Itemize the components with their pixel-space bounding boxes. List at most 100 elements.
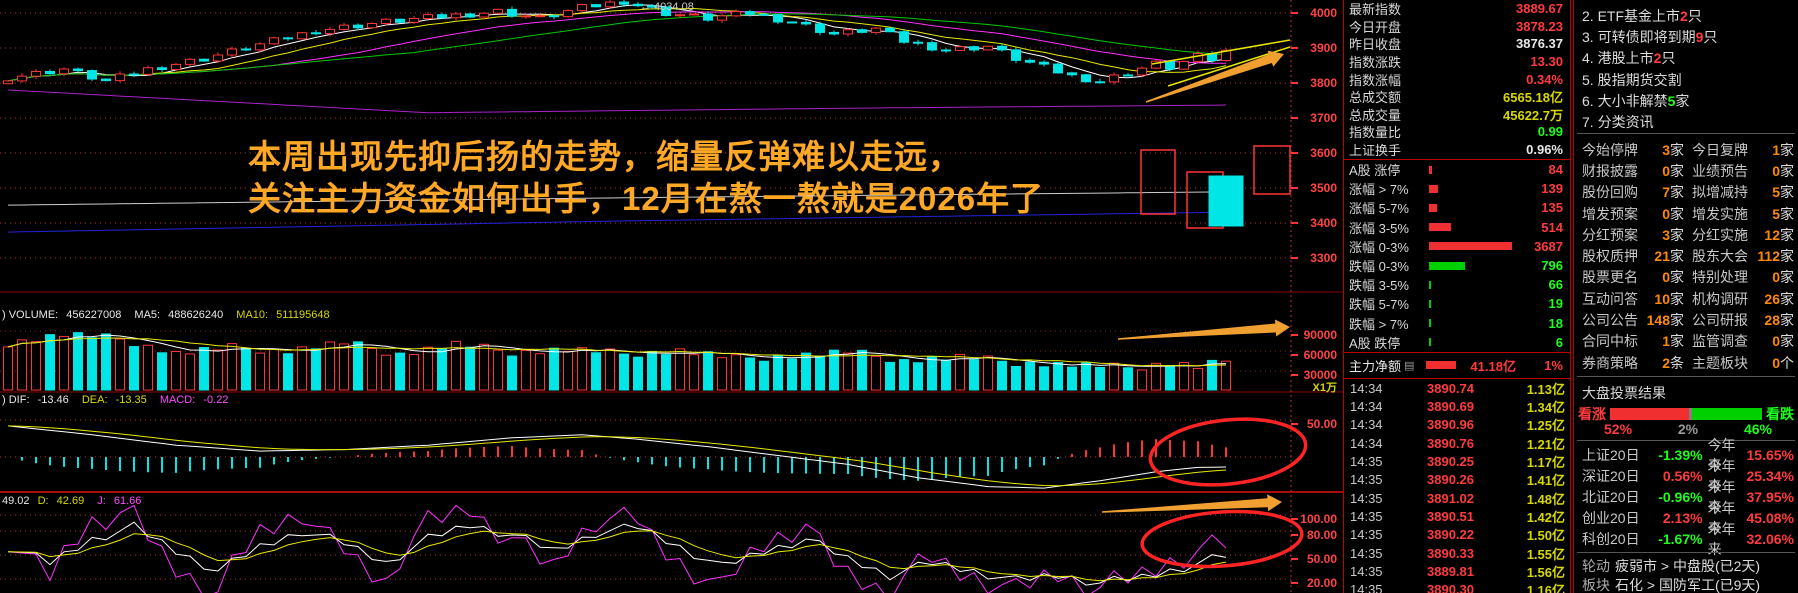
stat-row[interactable]: 互动问答 10 家机构调研 26 家 <box>1574 288 1798 309</box>
advance-decline-row[interactable]: 涨幅 0-3% 3687 <box>1344 237 1570 256</box>
stat-label: 互动问答 <box>1582 290 1638 307</box>
tick-row[interactable]: 14:35 3890.30 1.16亿 <box>1344 581 1570 593</box>
trend-arrow <box>1145 50 1284 103</box>
advance-decline-row[interactable]: 跌幅 0-3% 796 <box>1344 256 1570 275</box>
tick-row[interactable]: 14:35 3890.51 1.42亿 <box>1344 507 1570 525</box>
index-performance-row[interactable]: 创业20日 2.13% 今年来 45.08% <box>1574 500 1798 536</box>
advance-decline-row[interactable]: 跌幅 5-7% 19 <box>1344 294 1570 313</box>
stat-label: 公司研报 <box>1692 312 1748 329</box>
news-item[interactable]: 3. 可转债即将到期 9 只 <box>1574 26 1798 47</box>
advance-decline-row[interactable]: A股 跌停 6 <box>1344 333 1570 352</box>
stat-label: 股权质押 <box>1582 248 1638 265</box>
rotation-row[interactable]: 轮动 疲弱市 > 中盘股(已2天) <box>1574 556 1798 575</box>
stat-row[interactable]: 股票更名 0 家特别处理 0 家 <box>1574 267 1798 288</box>
macd-indicator-label: ) DIF: -13.46 DEA: -13.35 MACD: -0.22 <box>2 394 229 406</box>
rotation-list: 轮动 疲弱市 > 中盘股(已2天) 板块 石化 > 国防军工(已9天) <box>1574 556 1798 593</box>
tick-row[interactable]: 14:34 3890.74 1.13亿 <box>1344 379 1570 397</box>
row-value: 3889.67 <box>1516 1 1563 17</box>
main-fund-bar <box>1426 361 1457 369</box>
index-summary-row[interactable]: 指数涨跌 13.30 <box>1344 53 1570 71</box>
stat-suffix: 家 <box>1670 141 1684 158</box>
bar-wrap <box>1429 242 1517 251</box>
tick-price: 3890.96 <box>1427 417 1474 433</box>
tick-amount: 1.50亿 <box>1526 528 1565 544</box>
index-summary-row[interactable]: 总成交量 45622.7万 <box>1344 106 1570 124</box>
advance-decline-row[interactable]: 涨幅 5-7% 135 <box>1344 198 1570 217</box>
tick-row[interactable]: 14:35 3890.33 1.55亿 <box>1344 544 1570 562</box>
news-text: 4. 港股上市 <box>1582 50 1654 67</box>
index-summary-row[interactable]: 最新指数 3889.67 <box>1344 0 1570 18</box>
perf-ytd-label: 今年来 <box>1707 436 1736 473</box>
vote-bar <box>1610 408 1762 420</box>
index-summary-row[interactable]: 总成交额 6565.18亿 <box>1344 88 1570 106</box>
tick-time: 14:35 <box>1350 564 1383 580</box>
stat-row[interactable]: 财报披露 0 家业绩预告 0 家 <box>1574 160 1798 181</box>
stat-suffix: 家 <box>1670 162 1684 179</box>
advance-decline-row[interactable]: 涨幅 3-5% 514 <box>1344 218 1570 237</box>
rotation-row[interactable]: 板块 石化 > 国防军工(已9天) <box>1574 575 1798 593</box>
stat-row[interactable]: 股份回购 7 家拟增减持 5 家 <box>1574 182 1798 203</box>
stat-suffix: 条 <box>1670 354 1684 371</box>
row-value: 0.34% <box>1526 71 1563 87</box>
volume-axis-unit: X1万 <box>1313 381 1337 394</box>
stat-value: 5 <box>1772 205 1780 222</box>
index-summary-row[interactable]: 指数涨幅 0.34% <box>1344 70 1570 88</box>
advance-decline-row[interactable]: 涨幅 > 7% 139 <box>1344 179 1570 198</box>
news-item[interactable]: 4. 港股上市 2 只 <box>1574 48 1798 69</box>
tick-row[interactable]: 14:35 3889.81 1.56亿 <box>1344 562 1570 580</box>
stat-value: 1 <box>1772 141 1780 158</box>
index-performance-list: 上证20日 -1.39% 今年来 15.65% 深证20日 0.56% 今年来 25.34% 北… <box>1574 437 1798 557</box>
stat-row[interactable]: 今始停牌 3 家今日复牌 1 家 <box>1574 139 1798 160</box>
count-bar <box>1429 261 1465 270</box>
index-performance-row[interactable]: 北证20日 -0.96% 今年来 37.95% <box>1574 479 1798 515</box>
stat-row[interactable]: 公司公告 148 家公司研报 28 家 <box>1574 309 1798 330</box>
news-item[interactable]: 7. 分类资讯 <box>1574 111 1798 132</box>
stat-suffix: 家 <box>1780 269 1794 286</box>
stat-row[interactable]: 股权质押 21 家股东大会 112 家 <box>1574 245 1798 266</box>
tick-row[interactable]: 14:34 3890.69 1.34亿 <box>1344 397 1570 415</box>
stat-suffix: 家 <box>1780 290 1794 307</box>
index-summary-row[interactable]: 上证换手 0.96% <box>1344 141 1570 159</box>
advance-decline-row[interactable]: 跌幅 > 7% 18 <box>1344 314 1570 333</box>
advance-decline-row[interactable]: 跌幅 3-5% 66 <box>1344 275 1570 294</box>
advance-decline-row[interactable]: A股 涨停 84 <box>1344 160 1570 179</box>
index-performance-row[interactable]: 上证20日 -1.39% 今年来 15.65% <box>1574 437 1798 473</box>
list-icon[interactable]: ▤ <box>1404 359 1415 372</box>
axis-tick-label: 3800 <box>1310 76 1337 90</box>
index-performance-row[interactable]: 深证20日 0.56% 今年来 25.34% <box>1574 458 1798 494</box>
stat-label: 股票更名 <box>1582 269 1638 286</box>
stat-label: 分红预案 <box>1582 226 1638 243</box>
stat-suffix: 家 <box>1670 184 1684 201</box>
stat-row[interactable]: 分红预案 3 家分红实施 12 家 <box>1574 224 1798 245</box>
stat-row[interactable]: 合同中标 1 家监管调查 0 家 <box>1574 331 1798 352</box>
row-label: 最新指数 <box>1349 2 1402 18</box>
index-summary-row[interactable]: 今日开盘 3878.23 <box>1344 18 1570 36</box>
tick-row[interactable]: 14:34 3890.96 1.25亿 <box>1344 416 1570 434</box>
index-summary-row[interactable]: 昨日收盘 3876.37 <box>1344 35 1570 53</box>
news-info-panel: 2. ETF基金上市 2 只 3. 可转债即将到期 9 只 4. 港股上市 2 只 5. 股指期货… <box>1573 0 1798 593</box>
stat-row[interactable]: 增发预案 0 家增发实施 5 家 <box>1574 203 1798 224</box>
tick-row[interactable]: 14:35 3890.25 1.17亿 <box>1344 452 1570 470</box>
chart-area[interactable]: 4000 3900 3800 3700 3600 3500 3400 3300 90000 600… <box>0 0 1343 593</box>
stat-suffix: 家 <box>1670 312 1684 329</box>
stat-suffix: 个 <box>1780 354 1794 371</box>
tick-row[interactable]: 14:34 3890.76 1.21亿 <box>1344 434 1570 452</box>
news-item[interactable]: 6. 大小非解禁 5 家 <box>1574 90 1798 111</box>
bar-wrap <box>1429 338 1517 347</box>
tick-time: 14:35 <box>1350 509 1383 525</box>
row-value: 45622.7万 <box>1503 107 1563 123</box>
tick-row[interactable]: 14:35 3891.02 1.48亿 <box>1344 489 1570 507</box>
news-item[interactable]: 5. 股指期货交割 <box>1574 69 1798 90</box>
axis-tick-label: 20.00 <box>1307 576 1337 590</box>
stat-row[interactable]: 券商策略 2 条主题板块 0 个 <box>1574 352 1798 373</box>
tick-price: 3889.81 <box>1427 564 1474 580</box>
main-fund-label: 主力净额 <box>1349 358 1402 374</box>
index-performance-row[interactable]: 科创20日 -1.67% 今年来 32.06% <box>1574 521 1798 557</box>
tick-amount: 1.25亿 <box>1526 418 1565 434</box>
tick-row[interactable]: 14:35 3890.22 1.50亿 <box>1344 526 1570 544</box>
tick-row[interactable]: 14:35 3890.26 1.41亿 <box>1344 471 1570 489</box>
stat-value: 0 <box>1772 269 1780 286</box>
news-item[interactable]: 2. ETF基金上市 2 只 <box>1574 5 1798 26</box>
main-fund-box[interactable]: 主力净额 ▤ 41.18亿 1% <box>1344 352 1570 378</box>
index-summary-row[interactable]: 指数量比 0.99 <box>1344 123 1570 141</box>
